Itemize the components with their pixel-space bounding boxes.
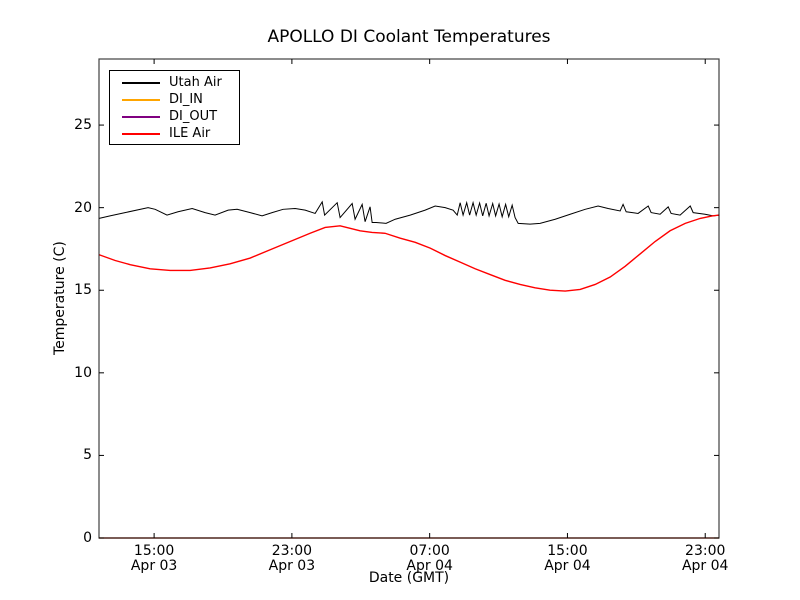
chart-title: APOLLO DI Coolant Temperatures <box>267 27 551 47</box>
x-axis-label: Date (GMT) <box>368 570 450 586</box>
legend-item-ile-air: ILE Air <box>110 125 239 142</box>
y-tick-label-10: 10 <box>74 364 92 381</box>
series-line-ile-air <box>98 214 720 292</box>
y-tick-label-5: 5 <box>83 447 92 464</box>
legend-item-di-in: DI_IN <box>110 91 239 108</box>
legend-line-sample <box>122 98 160 101</box>
legend-label: Utah Air <box>169 75 222 90</box>
legend-label: ILE Air <box>169 126 211 141</box>
legend-line-sample <box>122 132 160 135</box>
x-tick-label-2300-apr-03: 23:00 Apr 03 <box>268 543 316 574</box>
legend-line-sample <box>122 115 160 118</box>
x-tick-label-0700-apr-04: 07:00 Apr 04 <box>406 543 453 574</box>
x-tick-label-2300-apr-04: 23:00 Apr 04 <box>681 543 729 574</box>
series-line-utah-air <box>99 200 720 225</box>
legend-label: DI_OUT <box>169 109 218 124</box>
y-tick-label-20: 20 <box>74 199 92 216</box>
axes-spines <box>98 58 720 539</box>
legend: Utah Air DI_IN DI_OUT ILE Air <box>109 70 240 145</box>
x-tick-label-1500-apr-04: 15:00 Apr 04 <box>544 543 591 574</box>
legend-label: DI_IN <box>169 92 203 107</box>
legend-item-utah-air: Utah Air <box>110 74 239 91</box>
y-tick-label-25: 25 <box>74 117 92 134</box>
legend-line-sample <box>122 81 160 84</box>
x-tick-label-1500-apr-03: 15:00 Apr 03 <box>130 543 178 574</box>
y-tick-label-15: 15 <box>74 282 92 299</box>
legend-item-di-out: DI_OUT <box>110 108 239 125</box>
y-tick-label-0: 0 <box>83 530 92 546</box>
